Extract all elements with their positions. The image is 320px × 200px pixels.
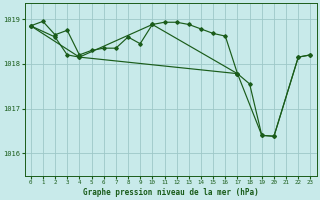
X-axis label: Graphe pression niveau de la mer (hPa): Graphe pression niveau de la mer (hPa) bbox=[83, 188, 259, 197]
